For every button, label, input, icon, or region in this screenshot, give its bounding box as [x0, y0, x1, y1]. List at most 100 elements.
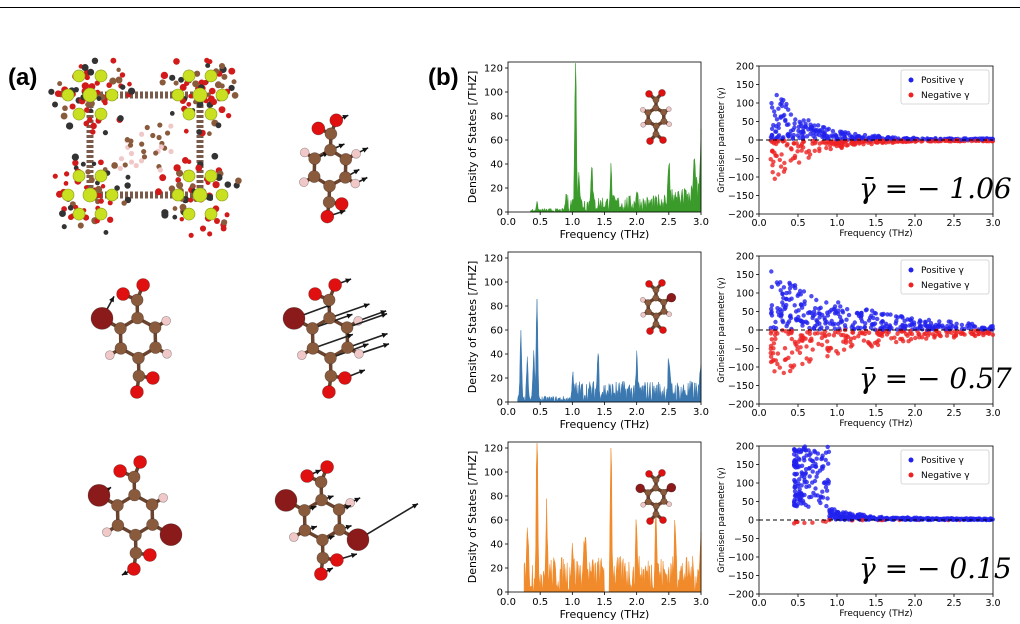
x-tick-label: 0.5	[532, 597, 548, 608]
data-point	[811, 490, 816, 496]
data-point	[774, 92, 779, 98]
data-point	[985, 517, 991, 522]
data-point	[979, 137, 984, 142]
data-point	[990, 136, 995, 142]
data-point	[798, 302, 804, 307]
data-point	[814, 456, 819, 461]
carbon-atom	[652, 312, 660, 320]
carbon-atom	[145, 498, 159, 511]
y-tick-label: 100	[484, 278, 503, 289]
hydrogen-atom	[666, 106, 672, 112]
data-point	[884, 515, 889, 521]
data-point	[828, 146, 833, 152]
framework-atom	[188, 232, 194, 238]
x-tick-label: 1.5	[597, 407, 613, 418]
framework-atom	[65, 122, 74, 130]
x-tick-label: 3.0	[985, 218, 1000, 229]
framework-atom	[107, 216, 114, 223]
data-point	[812, 478, 818, 484]
framework-atom	[114, 185, 120, 191]
data-point	[798, 121, 803, 126]
framework-atom	[173, 164, 181, 172]
y-tick-label: 0	[497, 208, 503, 219]
data-point	[794, 343, 799, 348]
framework-atom	[96, 192, 102, 199]
data-point	[789, 350, 795, 355]
data-point	[969, 138, 974, 144]
data-point	[861, 338, 867, 343]
data-point	[875, 517, 881, 522]
oxygen-atom	[300, 469, 314, 483]
data-point	[807, 331, 812, 336]
zr-atom	[182, 169, 196, 183]
data-point	[824, 325, 830, 330]
carbon-atom	[644, 299, 652, 307]
scatter-points	[768, 92, 995, 181]
framework-atom	[188, 93, 193, 99]
y-tick-label: 150	[736, 80, 754, 91]
data-point	[817, 128, 822, 134]
framework-atom	[56, 190, 63, 198]
data-point	[792, 502, 797, 507]
oxygen-atom	[658, 469, 666, 477]
data-point	[768, 350, 773, 356]
legend-marker-negative	[908, 472, 914, 478]
data-point	[818, 494, 824, 499]
oxygen-atom	[645, 280, 653, 288]
hydrogen-atom	[640, 312, 646, 318]
y-tick-label: 20	[490, 184, 503, 195]
hydrogen-atom	[640, 297, 646, 303]
data-point	[850, 141, 855, 147]
data-point	[824, 300, 829, 305]
oxygen-atom	[113, 464, 127, 478]
data-point	[826, 126, 831, 132]
data-point	[876, 133, 881, 139]
carbon-atom	[652, 122, 660, 130]
data-point	[869, 344, 874, 349]
data-point	[840, 514, 845, 520]
x-tick-label: 0.5	[532, 217, 548, 228]
framework-atom	[121, 200, 127, 206]
y-tick-label: −50	[734, 344, 754, 355]
data-point	[816, 311, 821, 316]
framework-atom	[179, 83, 187, 91]
x-tick-label: 1.5	[597, 217, 613, 228]
data-point	[801, 136, 806, 141]
data-point	[807, 452, 812, 458]
data-point	[800, 333, 805, 338]
oxygen-atom	[130, 385, 144, 399]
data-point	[905, 333, 910, 338]
data-point	[792, 303, 797, 308]
framework-atom	[124, 196, 132, 204]
data-point	[771, 159, 776, 164]
data-point	[822, 132, 827, 137]
data-point	[783, 118, 788, 124]
data-point	[807, 474, 812, 479]
data-point	[930, 517, 935, 522]
data-point	[813, 486, 818, 491]
linker-atom	[164, 130, 171, 136]
linker-atom	[150, 132, 156, 139]
y-tick-label: 100	[484, 468, 503, 479]
data-point	[824, 488, 830, 493]
x-tick-label: 0.0	[500, 407, 516, 418]
y-tick-label: 50	[742, 497, 754, 508]
data-point	[856, 513, 861, 519]
carbon-atom	[298, 524, 312, 537]
data-point	[839, 319, 845, 324]
data-point	[795, 519, 800, 525]
framework-atom	[96, 96, 102, 102]
x-tick-label: 1.0	[829, 218, 844, 229]
carbon-atom	[660, 108, 668, 116]
y-tick-label: 200	[736, 442, 754, 453]
data-point	[937, 319, 942, 324]
data-point	[903, 323, 908, 328]
data-point	[808, 122, 813, 127]
data-point	[860, 518, 865, 523]
data-point	[775, 351, 781, 356]
x-axis-label: Frequency (THz)	[839, 609, 912, 619]
data-point	[819, 335, 825, 341]
data-point	[787, 286, 793, 291]
y-tick-label: 20	[490, 564, 503, 575]
data-point	[909, 316, 914, 321]
